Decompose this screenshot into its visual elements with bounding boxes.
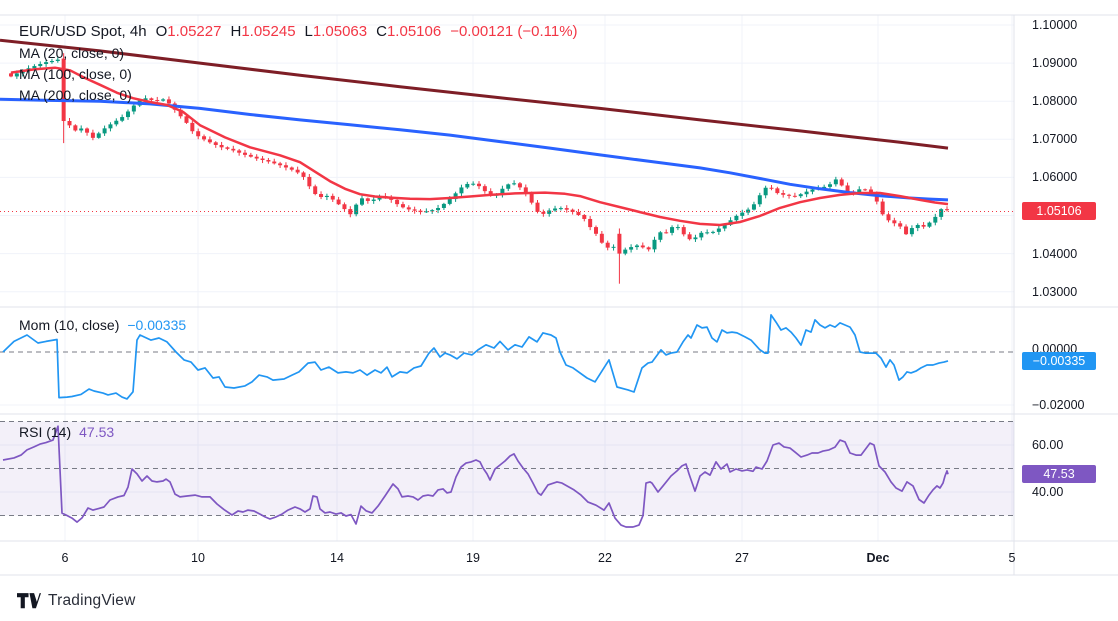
rsi-tick-label: 60.00 — [1032, 438, 1064, 452]
symbol-title[interactable]: EUR/USD Spot, 4h — [19, 23, 147, 40]
change-value: −0.00121 (−0.11%) — [450, 23, 578, 40]
tradingview-logo-icon — [17, 593, 41, 609]
open-label: O — [155, 23, 168, 40]
price-tick-label: 1.07000 — [1032, 132, 1078, 147]
rsi-value: 47.53 — [79, 424, 115, 440]
symbol-header: EUR/USD Spot, 4h O1.05227 H1.05245 L1.05063… — [19, 23, 578, 40]
legend-ma20[interactable]: MA (20, close, 0) — [19, 45, 125, 61]
rsi-line[interactable] — [2, 425, 949, 528]
time-tick-label: 14 — [330, 551, 344, 565]
last-price-badge: 1.05106 — [1022, 202, 1096, 221]
price-tick-label: 1.03000 — [1032, 284, 1078, 299]
ma20-line[interactable] — [10, 66, 949, 227]
rsi-tick-label: 40.00 — [1032, 485, 1064, 499]
momentum-legend[interactable]: Mom (10, close) −0.00335 — [19, 317, 186, 333]
momentum-value-badge: −0.00335 — [1022, 351, 1096, 370]
time-tick-label: 6 — [61, 551, 69, 565]
close-value: 1.05106 — [386, 23, 442, 40]
momentum-label: Mom (10, close) — [19, 317, 120, 333]
tradingview-logo-text: TradingView — [48, 592, 136, 609]
price-tick-label: 1.04000 — [1032, 246, 1078, 261]
rsi-label: RSI (14) — [19, 424, 72, 440]
time-tick-label: Dec — [866, 551, 890, 565]
price-tick-label: 1.06000 — [1032, 170, 1078, 185]
ma200-line[interactable] — [0, 38, 949, 150]
time-tick-label: 19 — [466, 551, 480, 565]
panel-separators — [0, 14, 1118, 576]
time-tick-label: 22 — [598, 551, 612, 565]
price-tick-label: 1.09000 — [1032, 56, 1078, 71]
candlesticks — [9, 53, 949, 284]
low-label: L — [304, 23, 313, 40]
high-label: H — [230, 23, 242, 40]
high-value: 1.05245 — [241, 23, 296, 40]
price-tick-label: 1.08000 — [1032, 94, 1078, 109]
tradingview-logo[interactable]: TradingView — [17, 592, 136, 610]
rsi-legend[interactable]: RSI (14) 47.53 — [19, 424, 114, 440]
momentum-tick-label: −0.02000 — [1032, 398, 1085, 412]
momentum-line[interactable] — [2, 314, 949, 400]
time-tick-label: 10 — [191, 551, 205, 565]
legend-ma200[interactable]: MA (200, close, 0) — [19, 87, 132, 103]
ma100-line[interactable] — [0, 97, 949, 202]
legend-ma100[interactable]: MA (100, close, 0) — [19, 66, 132, 82]
time-tick-label: 27 — [735, 551, 749, 565]
momentum-value: −0.00335 — [127, 317, 187, 333]
price-tick-label: 1.10000 — [1032, 18, 1078, 32]
rsi-value-badge: 47.53 — [1022, 465, 1096, 484]
low-value: 1.05063 — [312, 23, 368, 40]
time-tick-label: 5 — [1008, 551, 1016, 565]
close-label: C — [376, 23, 387, 40]
open-value: 1.05227 — [167, 23, 222, 40]
